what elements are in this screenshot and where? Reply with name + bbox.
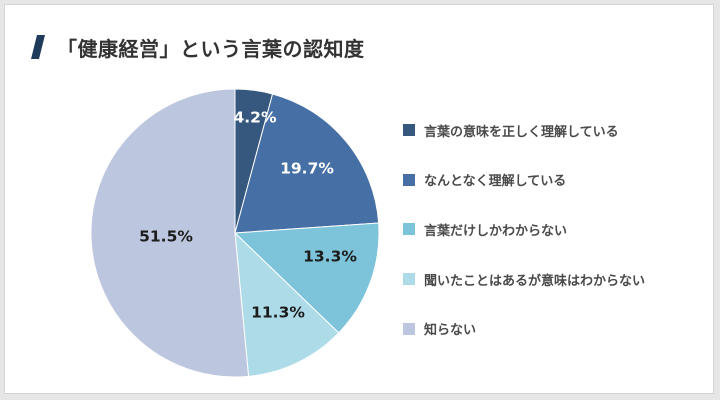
legend-swatch bbox=[403, 124, 415, 136]
pie-slice-5 bbox=[90, 88, 250, 378]
pie-slice-2 bbox=[234, 93, 380, 234]
pie-chart: 4.2% 19.7% 13.3% 11.3% 51.5% bbox=[90, 88, 380, 378]
legend-item-2: なんとなく理解している bbox=[403, 169, 645, 191]
chart-legend: 言葉の意味を正しく理解している なんとなく理解している 言葉だけしかわからない聞いた… bbox=[403, 119, 645, 367]
legend-swatch bbox=[403, 322, 415, 335]
legend-label: 言葉だけしかわからない bbox=[424, 223, 568, 239]
slice-value-label-2: 19.7% bbox=[280, 160, 334, 178]
legend-swatch bbox=[403, 173, 415, 186]
legend-item-3: 言葉だけしかわからない bbox=[403, 218, 645, 240]
legend-swatch bbox=[403, 223, 415, 236]
legend-label: 言葉の意味を正しく理解している bbox=[424, 124, 619, 140]
chart-title: 「健康経営」という言葉の認知度 bbox=[57, 37, 365, 61]
legend-item-1: 言葉の意味を正しく理解している bbox=[403, 119, 645, 141]
pie-slice-3 bbox=[233, 222, 380, 334]
pie-slice-4 bbox=[234, 231, 340, 377]
slice-value-label-5: 51.5% bbox=[139, 228, 193, 246]
title-accent-icon bbox=[31, 35, 45, 59]
legend-label: 聞いたことはあるが意味はわからない bbox=[424, 273, 646, 289]
legend-swatch bbox=[403, 273, 415, 286]
slice-value-label-4: 11.3% bbox=[251, 304, 305, 322]
legend-item-4: 聞いたことはあるが意味はわからない bbox=[403, 268, 645, 290]
legend-label: なんとなく理解している bbox=[424, 174, 567, 190]
slice-value-label-1: 4.2% bbox=[234, 109, 277, 127]
legend-label: 知らない bbox=[424, 323, 477, 339]
chart-card: 「健康経営」という言葉の認知度 4.2% 19.7% 13.3% 11.3% 51.5%… bbox=[4, 4, 714, 394]
slice-value-label-3: 13.3% bbox=[303, 248, 357, 266]
legend-item-5: 知らない bbox=[403, 318, 645, 340]
